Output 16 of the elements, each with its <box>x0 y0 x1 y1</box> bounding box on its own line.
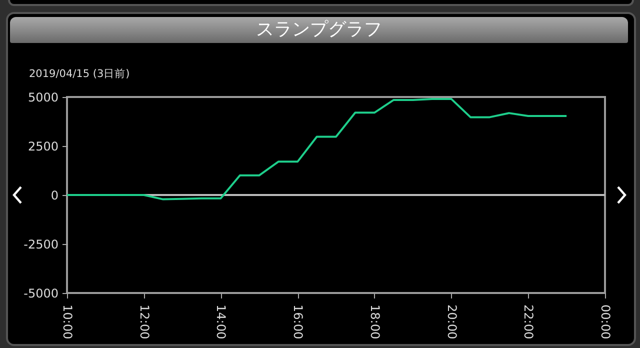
line-series <box>67 98 568 200</box>
x-tick-label: 00:00 <box>598 304 612 340</box>
x-tick-label: 22:00 <box>522 304 536 340</box>
x-tick-label: 12:00 <box>137 304 152 340</box>
chart-subtitle: 2019/04/15 (3日前) <box>29 67 130 81</box>
x-tick-label: 18:00 <box>368 304 382 340</box>
x-tick-label: 16:00 <box>291 304 306 340</box>
chart-title: スランプグラフ <box>10 17 628 43</box>
y-tick-label: 5000 <box>28 90 58 104</box>
x-tick-label: 20:00 <box>444 304 459 340</box>
y-tick-label: -2500 <box>24 238 58 252</box>
x-tick-label: 10:00 <box>60 304 74 340</box>
y-tick-label: 2500 <box>28 140 58 154</box>
x-tick-label: 14:00 <box>214 304 228 340</box>
y-tick-label: -5000 <box>24 286 58 300</box>
y-tick-label: 0 <box>50 188 58 202</box>
